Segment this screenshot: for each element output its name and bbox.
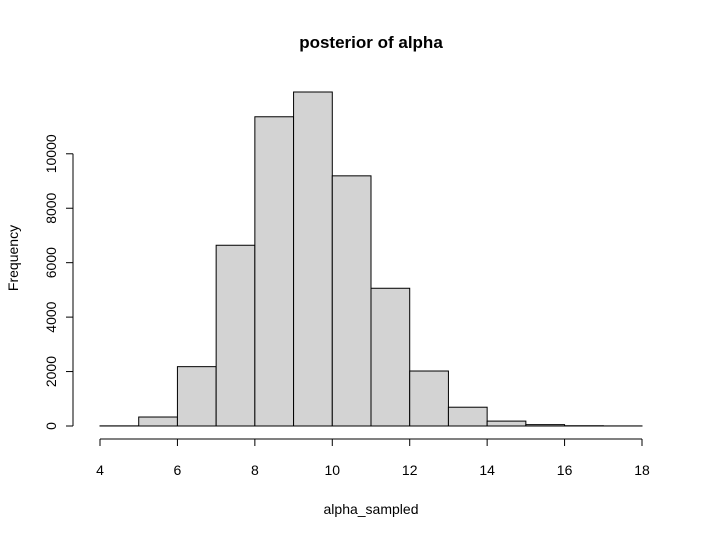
histogram-bar	[409, 370, 449, 427]
x-tick-label: 10	[324, 462, 340, 478]
histogram-bar	[215, 244, 256, 427]
y-tick-label: 8000	[43, 192, 59, 223]
histogram-bar	[176, 366, 217, 427]
histogram-bar	[293, 91, 333, 427]
histogram-bar	[254, 116, 295, 427]
y-tick-label: 2000	[43, 356, 59, 387]
histogram-bar	[486, 420, 527, 427]
x-tick-label: 18	[634, 462, 650, 478]
x-tick-label: 8	[251, 462, 259, 478]
x-tick-label: 12	[402, 462, 418, 478]
y-tick-label: 0	[43, 422, 59, 430]
y-axis: 0 2000 4000 6000 8000 10000	[43, 134, 74, 430]
x-tick-label: 6	[174, 462, 182, 478]
x-axis: 4 6 8 10 12 14 16 18	[96, 438, 650, 478]
histogram-bar	[525, 424, 566, 427]
y-axis-label: Frequency	[5, 225, 21, 291]
histogram-bar	[447, 406, 488, 427]
histogram-bar	[370, 287, 411, 427]
y-tick-label: 6000	[43, 247, 59, 278]
y-tick-label: 4000	[43, 301, 59, 332]
x-axis-label: alpha_sampled	[324, 501, 419, 517]
y-tick-label: 10000	[43, 134, 59, 173]
histogram-bar	[331, 175, 372, 427]
bars-group	[99, 91, 643, 427]
x-tick-label: 4	[96, 462, 104, 478]
histogram-bar	[138, 416, 178, 427]
x-tick-label: 14	[479, 462, 495, 478]
chart-title: posterior of alpha	[299, 33, 443, 52]
x-tick-label: 16	[557, 462, 573, 478]
